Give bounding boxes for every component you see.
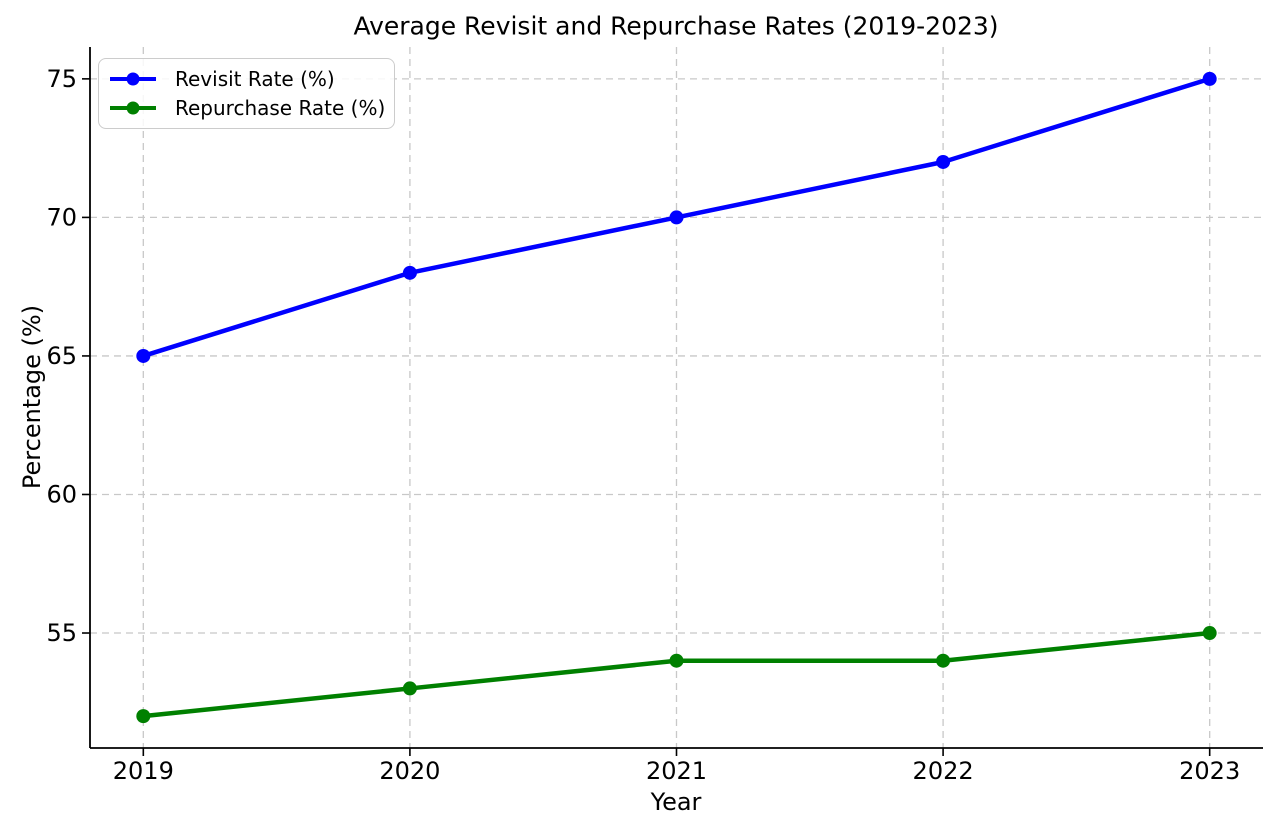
legend-item-label: Repurchase Rate (%)	[175, 96, 386, 121]
x-tick-label: 2022	[913, 757, 974, 785]
legend: Revisit Rate (%) Repurchase Rate (%)	[98, 58, 395, 129]
series-marker	[136, 348, 151, 363]
x-axis-label: Year	[650, 788, 702, 816]
y-tick-label: 75	[46, 65, 77, 93]
series-marker	[402, 265, 417, 280]
chart-title: Average Revisit and Repurchase Rates (20…	[353, 11, 999, 41]
series-marker	[1202, 71, 1217, 86]
y-axis-label: Percentage (%)	[18, 304, 46, 490]
series-marker	[936, 653, 951, 668]
y-tick-label: 55	[46, 619, 77, 647]
series-marker	[936, 154, 951, 169]
x-tick-label: 2020	[379, 757, 440, 785]
series-marker	[402, 681, 417, 696]
series-marker	[136, 709, 151, 724]
x-tick-label: 2023	[1179, 757, 1240, 785]
x-tick-label: 2019	[113, 757, 174, 785]
legend-line-marker-icon	[110, 72, 156, 86]
y-tick-label: 60	[46, 480, 77, 508]
legend-item-label: Revisit Rate (%)	[175, 66, 335, 91]
legend-line-marker-icon	[110, 101, 156, 115]
legend-item: Repurchase Rate (%)	[109, 94, 386, 122]
y-tick-label: 70	[46, 203, 77, 231]
y-tick-label: 65	[46, 342, 77, 370]
series-marker	[669, 653, 684, 668]
x-tick-label: 2021	[646, 757, 707, 785]
legend-item: Revisit Rate (%)	[109, 65, 384, 93]
series-marker	[1202, 626, 1217, 641]
series-marker	[669, 210, 684, 225]
